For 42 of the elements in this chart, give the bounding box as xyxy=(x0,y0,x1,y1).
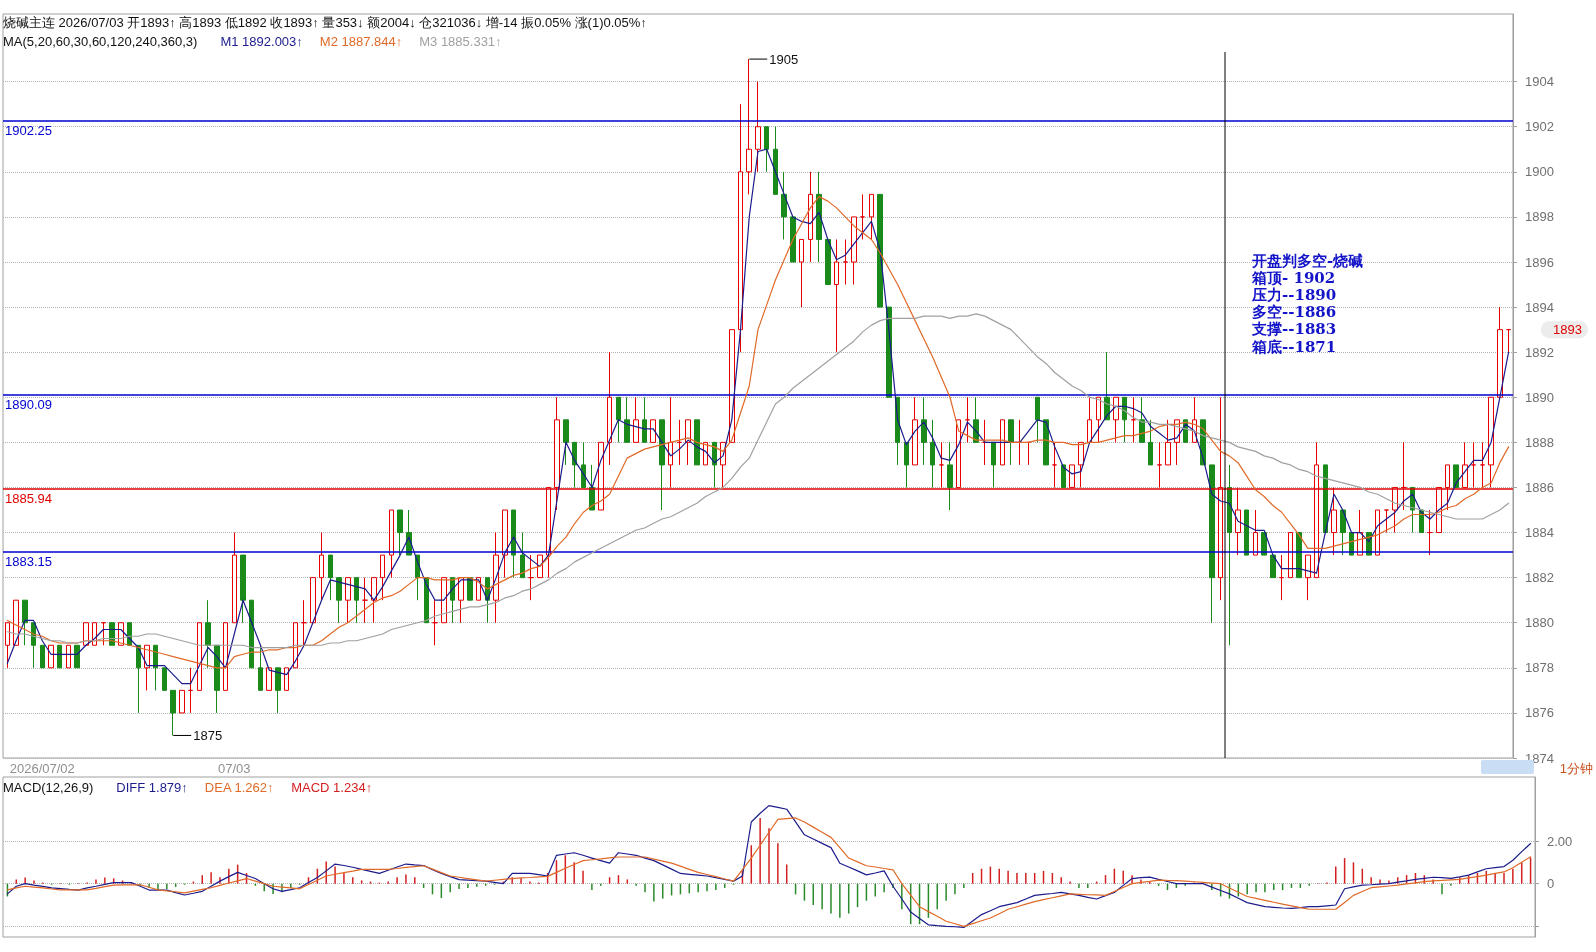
y-tick-label: 1894 xyxy=(1524,299,1554,315)
annotation: 1875 xyxy=(193,727,223,743)
ref-line-label: 1883.15 xyxy=(5,553,52,569)
y-tick-label: 1884 xyxy=(1524,525,1554,541)
y-tick-label: 1886 xyxy=(1524,479,1554,495)
text: M3 1885.331↑ xyxy=(419,34,502,49)
y-tick-label: 1892 xyxy=(1524,344,1554,360)
x-axis-title: 1分钟 xyxy=(1559,761,1593,776)
chart-title: 烧碱主连 2026/07/03 开1893↑ 高1893 低1892 收1893↑ 量353↓ 额2004↓ 仓321036↓ 增-14 振0.05% 涨(1)0.05%↑ xyxy=(3,15,647,30)
chart-title: MACD(12,26,9) xyxy=(3,780,94,795)
y-tick-label: 1904 xyxy=(1524,74,1554,90)
y-tick-label: 1878 xyxy=(1524,660,1554,676)
ref-line-label: 1890.09 xyxy=(5,397,52,413)
x-tick-label: 2026/07/02 xyxy=(9,761,75,776)
annotation: 箱底--1871 xyxy=(1251,337,1337,356)
y-tick-label: 1900 xyxy=(1524,164,1554,180)
y-tick-label: 1882 xyxy=(1524,570,1554,586)
ref-line-label: 1885.94 xyxy=(5,490,52,506)
text: MA(5,20,60,30,60,120,240,360,3) xyxy=(3,34,198,49)
text: 1893 xyxy=(1553,322,1582,338)
y-tick-label: 0 xyxy=(1547,876,1555,892)
y-tick-label: 1890 xyxy=(1524,389,1554,405)
x-tick-label: 07/03 xyxy=(218,761,251,776)
y-tick-label: 1876 xyxy=(1524,705,1554,721)
text: DIFF 1.879↑ xyxy=(116,780,188,795)
annotation: 开盘判多空-烧碱 xyxy=(1251,251,1364,270)
annotation: 1905 xyxy=(769,51,799,67)
ref-line-label: 1902.25 xyxy=(5,123,52,139)
text: M2 1887.844↑ xyxy=(319,34,403,49)
y-tick-label: 1902 xyxy=(1524,119,1554,135)
text: MACD 1.234↑ xyxy=(291,780,373,795)
text: DEA 1.262↑ xyxy=(204,780,274,795)
y-tick-label: 1888 xyxy=(1524,434,1554,450)
y-tick-label: 1898 xyxy=(1524,209,1554,225)
annotation: 箱顶- 1902 xyxy=(1251,268,1336,287)
y-tick-label: 2.00 xyxy=(1547,833,1573,849)
annotation: 支撑--1883 xyxy=(1251,320,1337,339)
text: M1 1892.003↑ xyxy=(220,34,303,49)
annotation: 多空--1886 xyxy=(1252,303,1337,322)
annotation: 压力--1890 xyxy=(1251,285,1337,304)
y-tick-label: 1880 xyxy=(1524,615,1554,631)
y-tick-label: 1896 xyxy=(1524,254,1554,270)
